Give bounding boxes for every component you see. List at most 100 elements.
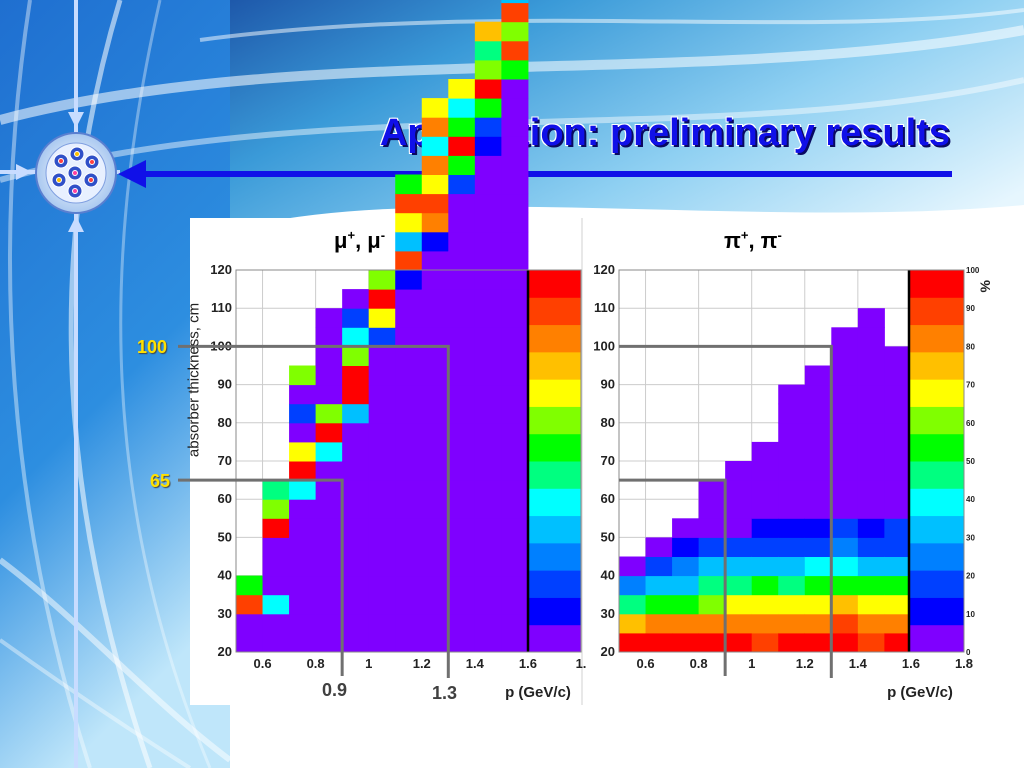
heatmap-cell xyxy=(474,422,502,443)
heatmap-cell xyxy=(395,613,423,634)
heatmap-cell xyxy=(448,575,476,596)
heatmap-cell xyxy=(857,594,885,615)
colorbar-tick-label: 70 xyxy=(966,381,975,390)
heatmap-cell xyxy=(884,461,912,481)
heatmap-cell xyxy=(831,384,859,405)
heatmap-cell xyxy=(289,613,317,634)
heatmap-cell xyxy=(857,480,885,500)
heatmap-cell xyxy=(289,594,317,615)
heatmap-cell xyxy=(315,441,343,462)
heatmap-cell xyxy=(448,79,476,99)
heatmap-cell xyxy=(778,422,806,443)
heatmap-cell xyxy=(474,632,502,653)
heatmap-cell xyxy=(619,594,647,615)
heatmap-cell xyxy=(315,632,343,653)
heatmap-cell xyxy=(831,632,859,653)
heatmap-cell xyxy=(421,422,449,443)
heatmap-cell xyxy=(698,632,726,653)
heatmap-cell xyxy=(501,40,529,61)
heatmap-cell xyxy=(315,518,343,538)
heatmap-cell xyxy=(342,613,370,634)
heatmap-cell xyxy=(857,327,885,347)
heatmap-cell xyxy=(342,461,370,481)
heatmap-cell xyxy=(395,499,423,519)
heatmap-cell xyxy=(884,632,912,653)
heatmap-cell xyxy=(645,575,673,596)
x-tick-label: 0.8 xyxy=(690,656,708,671)
heatmap-cell xyxy=(804,461,832,481)
muon-panel-title: μ+, μ- xyxy=(334,227,386,253)
colorbar-segment xyxy=(910,515,964,544)
heatmap-cell xyxy=(804,537,832,557)
heatmap-cell xyxy=(289,480,317,500)
heatmap-cell xyxy=(751,480,779,500)
heatmap-cell xyxy=(421,289,449,309)
heatmap-cell xyxy=(831,346,859,366)
heatmap-cell xyxy=(289,556,317,577)
heatmap-cell xyxy=(778,575,806,596)
heatmap-cell xyxy=(804,613,832,634)
y-axis-title: absorber thickness, cm xyxy=(185,302,203,458)
heatmap-cell xyxy=(315,403,343,424)
heatmap-cell xyxy=(315,575,343,596)
heatmap-cell xyxy=(804,403,832,424)
heatmap-cell xyxy=(262,537,290,557)
heatmap-cell xyxy=(289,632,317,653)
colorbar-segment xyxy=(529,433,581,462)
heatmap-cell xyxy=(751,556,779,577)
heatmap-cell xyxy=(421,193,449,214)
heatmap-cell xyxy=(857,575,885,596)
heatmap-cell xyxy=(698,537,726,557)
heatmap-cell xyxy=(501,193,529,214)
heatmap-cell xyxy=(884,518,912,538)
cut-line-low xyxy=(178,478,344,676)
colorbar-tick-label: 40 xyxy=(966,495,975,504)
heatmap-cell xyxy=(395,384,423,405)
colorbar-tick-label: 60 xyxy=(966,419,975,428)
heatmap-cell xyxy=(474,79,502,99)
heatmap-cell xyxy=(501,21,529,42)
heatmap-cell xyxy=(778,594,806,615)
heatmap-cell xyxy=(857,403,885,424)
heatmap-cell xyxy=(857,632,885,653)
heatmap-cell xyxy=(672,613,700,634)
x-axis-label: p (GeV/c) xyxy=(887,684,953,701)
heatmap-cell xyxy=(619,575,647,596)
heatmap-cell xyxy=(474,461,502,481)
heatmap-cell xyxy=(474,136,502,156)
colorbar-segment xyxy=(529,515,581,544)
heatmap-cell xyxy=(857,499,885,519)
x-tick-label: 1 xyxy=(748,656,755,671)
heatmap-cell xyxy=(857,384,885,405)
heatmap-cell xyxy=(395,174,423,195)
heatmap-cell xyxy=(672,594,700,615)
heatmap-cell xyxy=(474,21,502,42)
heatmap-cell xyxy=(857,556,885,577)
y-tick-label: 120 xyxy=(593,262,615,277)
heatmap-cell xyxy=(501,212,529,233)
heatmap-cell xyxy=(262,613,290,634)
heatmap-cell xyxy=(368,632,396,653)
heatmap-cell xyxy=(672,518,700,538)
heatmap-cell xyxy=(698,556,726,577)
y-tick-label: 120 xyxy=(210,262,232,277)
heatmap-cell xyxy=(395,212,423,233)
heatmap-cell xyxy=(448,193,476,214)
heatmap-cell xyxy=(448,308,476,328)
heatmap-cell xyxy=(448,365,476,386)
heatmap-cell xyxy=(236,632,264,653)
heatmap-cell xyxy=(262,480,290,500)
heatmap-cell xyxy=(884,403,912,424)
colorbar-tick-label: 80 xyxy=(966,342,975,351)
heatmap-cell xyxy=(421,365,449,386)
heatmap-cell xyxy=(804,422,832,443)
colorbar-segment xyxy=(910,324,964,353)
heatmap-cell xyxy=(395,231,423,252)
heatmap-cell xyxy=(421,499,449,519)
heatmap-cell xyxy=(884,575,912,596)
heatmap-cell xyxy=(395,308,423,328)
heatmap-cell xyxy=(368,327,396,347)
heatmap-cell xyxy=(804,499,832,519)
heatmap-cell xyxy=(315,308,343,328)
heatmap-cell xyxy=(368,422,396,443)
